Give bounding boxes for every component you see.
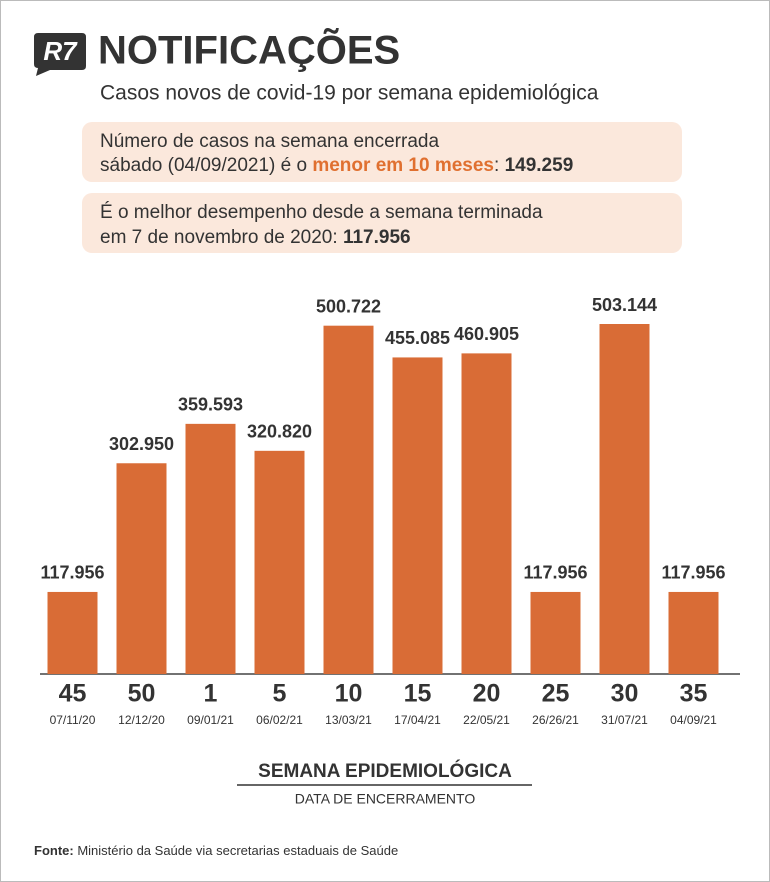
value-label: 503.144 (592, 295, 657, 315)
value-label: 359.593 (178, 395, 243, 415)
value-label: 117.956 (523, 563, 587, 583)
x-tick-label: 1 (204, 680, 218, 708)
x-tick-label: 20 (473, 680, 501, 708)
x-tick-label: 15 (404, 680, 432, 708)
note-text: em 7 de novembro de 2020: (100, 227, 338, 248)
source: Fonte: Ministério da Saúde via secretari… (34, 843, 398, 858)
logo-shape (34, 33, 86, 76)
bar (461, 353, 512, 674)
date-label: 22/05/21 (463, 713, 510, 727)
value-label: 455.085 (385, 328, 450, 348)
x-tick-label: 5 (273, 680, 287, 708)
bar (599, 324, 650, 674)
title: NOTIFICAÇÕES (98, 27, 400, 73)
bar (392, 357, 443, 674)
note-box (82, 122, 682, 182)
bar (47, 591, 98, 674)
date-label: 13/03/21 (325, 713, 372, 727)
note-box (82, 193, 682, 253)
source-text: Ministério da Saúde via secretarias esta… (77, 843, 398, 858)
x-tick-label: 25 (542, 680, 570, 708)
date-label: 17/04/21 (394, 713, 441, 727)
value-label: 117.956 (661, 563, 725, 583)
date-label: 12/12/20 (118, 713, 165, 727)
date-label: 06/02/21 (256, 713, 303, 727)
date-label: 31/07/21 (601, 713, 648, 727)
note-line: Número de casos na semana encerrada (100, 131, 439, 152)
subtitle: Casos novos de covid-19 por semana epide… (100, 82, 599, 105)
date-label: 26/26/21 (532, 713, 579, 727)
bar (323, 325, 374, 674)
note-number: 117.956 (343, 227, 411, 248)
value-label: 302.950 (109, 434, 174, 454)
logo: R7 (43, 36, 78, 66)
source-label: Fonte: (34, 843, 74, 858)
note-line: em 7 de novembro de 2020: 117.956 (100, 227, 411, 248)
note-line: É o melhor desempenho desde a semana ter… (100, 202, 543, 223)
x-tick-label: 50 (128, 680, 156, 708)
value-label: 500.722 (316, 296, 381, 316)
note-text: sábado (04/09/2021) é o (100, 155, 307, 176)
note-line: sábado (04/09/2021) é o menor em 10 mese… (100, 155, 573, 176)
value-label: 460.905 (454, 324, 519, 344)
x-tick-label: 10 (335, 680, 363, 708)
date-label: 04/09/21 (670, 713, 717, 727)
value-label: 320.820 (247, 422, 312, 442)
x-tick-label: 30 (611, 680, 639, 708)
date-label: 07/11/20 (50, 713, 96, 727)
x-axis-subtitle: DATA DE ENCERRAMENTO (295, 791, 476, 807)
bar (254, 450, 305, 674)
bar (668, 591, 719, 674)
note-sep: : (494, 155, 499, 176)
date-label: 09/01/21 (187, 713, 234, 727)
note-number: 149.259 (505, 155, 574, 176)
value-label: 117.956 (40, 563, 104, 583)
bar (185, 423, 236, 674)
note-highlight: menor em 10 meses (312, 155, 494, 176)
x-axis-title: SEMANA EPIDEMIOLÓGICA (258, 760, 512, 782)
bar (530, 591, 581, 674)
x-tick-label: 35 (680, 680, 708, 708)
bar (116, 463, 167, 674)
x-tick-label: 45 (59, 680, 87, 708)
